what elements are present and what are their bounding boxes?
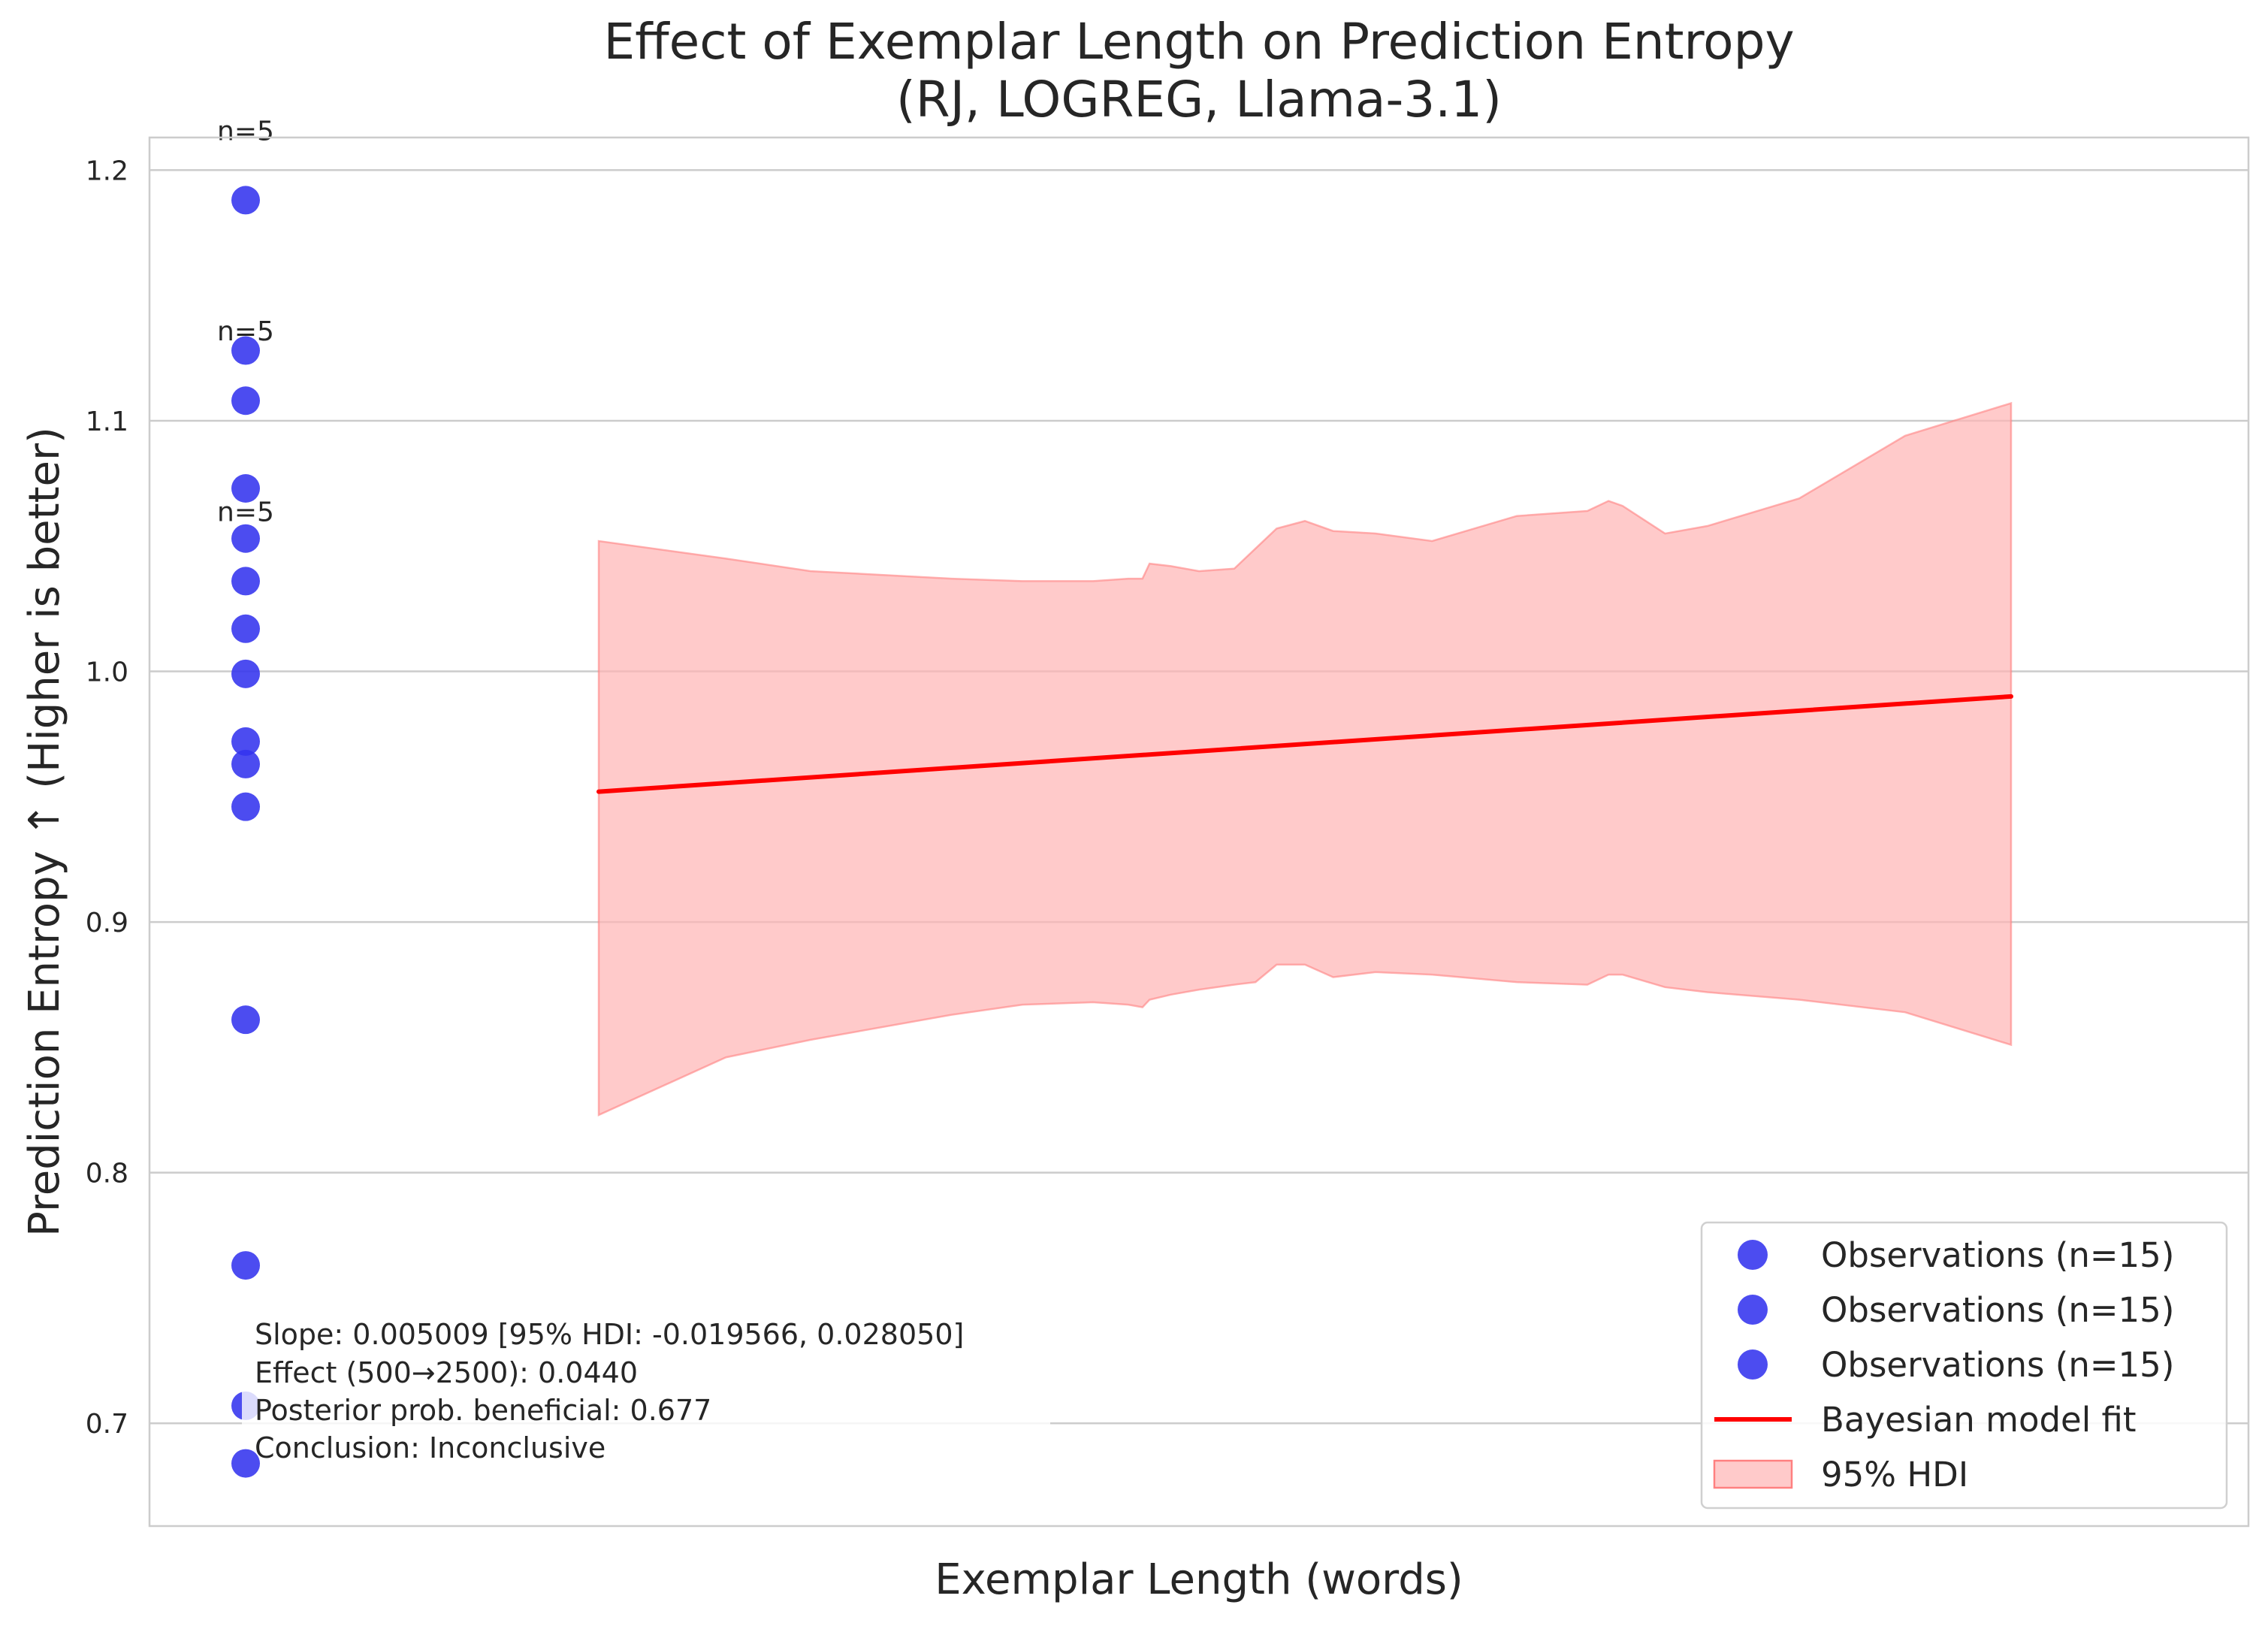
legend-label: Bayesian model fit: [1821, 1400, 2137, 1440]
y-tick-label: 1.1: [86, 406, 128, 437]
observation-point: [231, 386, 260, 416]
legend: Observations (n=15) Observations (n=15) Ob…: [1700, 1221, 2228, 1510]
observation-point: [231, 186, 260, 215]
legend-marker-observations: [1738, 1349, 1768, 1380]
y-tick-labels: 0.7 0.8 0.9 1.0 1.1 1.2: [86, 156, 128, 1440]
hdi-band-layer: [597, 401, 2013, 1117]
legend-box: [1700, 1221, 2228, 1510]
stats-box: Slope: 0.005009 [95% HDI: -0.019566, 0.0…: [242, 1315, 1050, 1464]
stats-line: Slope: 0.005009 [95% HDI: -0.019566, 0.0…: [255, 1318, 964, 1351]
stats-line: Conclusion: Inconclusive: [255, 1431, 606, 1464]
observation-point: [231, 727, 260, 756]
chart-subtitle: (RJ, LOGREG, Llama-3.1): [896, 71, 1502, 128]
observation-point: [231, 614, 260, 643]
stats-line: Effect (500→2500): 0.0440: [255, 1356, 638, 1389]
observation-point: [231, 1005, 260, 1035]
observation-point: [231, 659, 260, 688]
y-axis-label: Prediction Entropy ↑ (Higher is better): [20, 427, 69, 1237]
observation-point: [231, 1251, 260, 1280]
legend-marker-hdi: [1713, 1459, 1793, 1489]
legend-marker-observations: [1738, 1240, 1768, 1270]
y-tick-label: 0.8: [86, 1159, 128, 1189]
legend-label: Observations (n=15): [1821, 1345, 2174, 1385]
observation-point: [231, 567, 260, 596]
stats-line: Posterior prob. beneficial: 0.677: [255, 1394, 711, 1427]
observation-point: [231, 524, 260, 553]
y-tick-label: 1.2: [86, 156, 128, 186]
observation-point: [231, 1449, 260, 1478]
plot-frame: [148, 136, 2250, 1528]
y-tick-label: 0.7: [86, 1409, 128, 1440]
legend-label: 95% HDI: [1821, 1455, 1968, 1495]
legend-label: Observations (n=15): [1821, 1235, 2174, 1275]
fit-line: [596, 694, 2013, 794]
observation-point: [231, 749, 260, 778]
observation-points-layer: [231, 186, 260, 1478]
chart-title: Effect of Exemplar Length on Prediction …: [603, 13, 1794, 71]
x-axis-label: Exemplar Length (words): [935, 1555, 1463, 1604]
fit-line-layer: [596, 694, 2013, 794]
count-annotation: n=5: [217, 316, 274, 347]
y-tick-label: 1.0: [86, 657, 128, 688]
annotation-layer: n=5 n=5 n=5: [217, 116, 274, 527]
count-annotation: n=5: [217, 497, 274, 527]
hdi-band: [597, 401, 2013, 1117]
observation-point: [231, 474, 260, 503]
count-annotation: n=5: [217, 116, 274, 147]
legend-marker-observations: [1738, 1295, 1768, 1325]
legend-label: Observations (n=15): [1821, 1290, 2174, 1330]
y-tick-label: 0.9: [86, 908, 128, 938]
observation-point: [231, 336, 260, 365]
stats-box-background: [242, 1315, 1050, 1431]
observation-point: [231, 792, 260, 821]
